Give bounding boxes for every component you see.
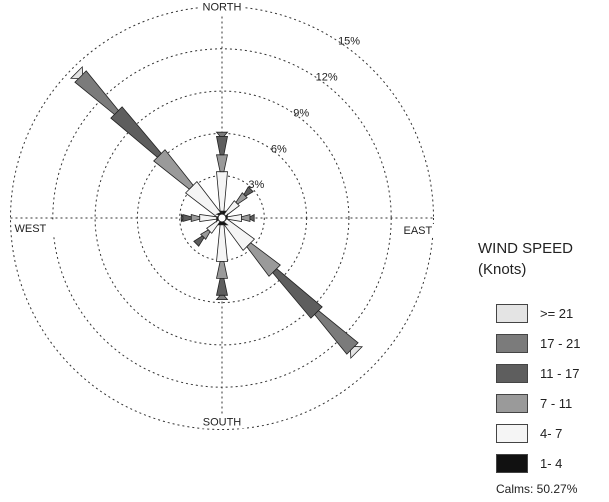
compass-label: EAST <box>404 225 433 237</box>
legend-item: 17 - 21 <box>478 328 606 358</box>
petal-S-bin-2 <box>216 224 228 262</box>
ring-label: 6% <box>271 143 287 155</box>
legend-label: 1- 4 <box>540 455 563 471</box>
petal-NW-bin-4 <box>110 106 162 158</box>
legend-subtitle: (Knots) <box>478 261 527 278</box>
center-hub <box>217 213 227 223</box>
legend-label: 4- 7 <box>540 425 563 441</box>
petal-W-bin-3 <box>190 213 201 223</box>
petal-SW-bin-4 <box>193 235 205 247</box>
petal-W-bin-5 <box>180 213 184 223</box>
petal-E-bin-2 <box>226 214 242 222</box>
legend-swatch <box>496 303 528 323</box>
legend-label: 7 - 11 <box>540 395 573 411</box>
petal-W-bin-2 <box>199 214 218 222</box>
ring-label: 3% <box>248 179 264 191</box>
ring-label: 9% <box>293 107 309 119</box>
ring-3 <box>94 90 350 346</box>
petal-N-bin-4 <box>216 135 228 156</box>
compass-label: NORTH <box>203 2 242 14</box>
petal-SE-bin-4 <box>272 268 323 319</box>
petal-N-bin-3 <box>216 154 228 173</box>
petal-SE-bin-5 <box>314 310 359 355</box>
compass-label: WEST <box>15 223 47 235</box>
compass-label-bg <box>200 415 244 429</box>
petal-NW-bin-5 <box>74 70 120 116</box>
calms-label: Calms: 50.27% <box>496 482 578 496</box>
legend-swatch <box>496 363 528 383</box>
compass-label-bg <box>200 0 244 14</box>
petal-SE-bin-6 <box>350 346 364 360</box>
petal-W-bin-4 <box>182 213 192 223</box>
legend-item: >= 21 <box>478 298 606 328</box>
petal-SE-bin-3 <box>246 242 281 277</box>
petal-NW-bin-3 <box>153 149 194 190</box>
petal-E-bin-4 <box>249 213 255 223</box>
ring-label: 15% <box>338 36 360 48</box>
legend-swatch <box>496 423 528 443</box>
legend-swatch <box>496 453 528 473</box>
petal-N-bin-2 <box>216 171 228 212</box>
legend-swatch <box>496 333 528 353</box>
petal-NW-bin-6 <box>69 65 84 80</box>
legend-item: 7 - 11 <box>478 388 606 418</box>
legend-label: 17 - 21 <box>540 335 581 351</box>
legend-item: 1- 4 <box>478 448 606 478</box>
petal-NE-bin-3 <box>235 192 248 205</box>
petal-S-bin-4 <box>216 277 228 296</box>
petal-N-bin-5 <box>215 131 229 137</box>
petal-NE-bin-4 <box>243 186 254 197</box>
legend-label: >= 21 <box>540 305 574 321</box>
legend-title: WIND SPEED <box>478 240 574 257</box>
legend-item: 4- 7 <box>478 418 606 448</box>
legend-item: 11 - 17 <box>478 358 606 388</box>
legend: WIND SPEED (Knots) >= 21 17 - 21 11 - 17… <box>478 238 606 478</box>
legend-items: >= 21 17 - 21 11 - 17 7 - 11 4- 7 1- 4 <box>478 298 606 478</box>
petal-E-bin-3 <box>241 213 251 223</box>
legend-swatch <box>496 393 528 413</box>
legend-label: 11 - 17 <box>540 365 580 381</box>
petal-SW-bin-3 <box>200 229 211 240</box>
ring-label: 12% <box>316 72 338 84</box>
compass-label: SOUTH <box>203 417 242 429</box>
compass-label-bg <box>12 222 57 235</box>
petal-S-bin-3 <box>216 261 228 279</box>
compass-label-bg <box>401 224 446 237</box>
petal-S-bin-5 <box>215 294 229 301</box>
